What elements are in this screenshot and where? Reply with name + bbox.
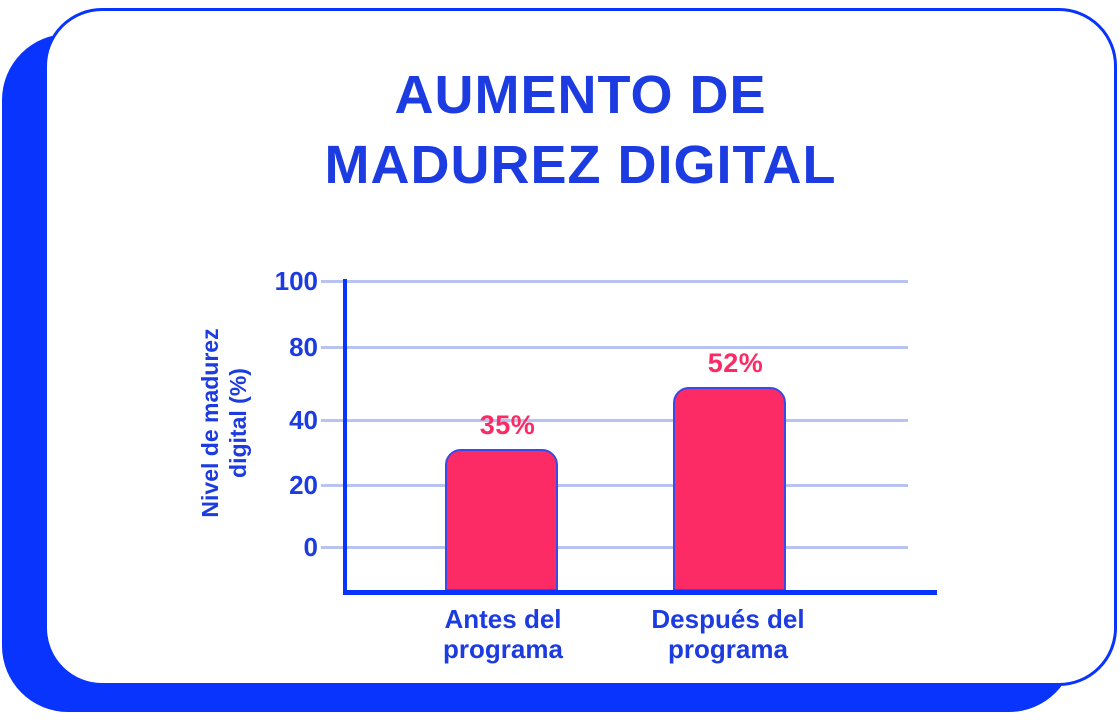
x-category-label-antes: Antes del programa <box>373 604 633 664</box>
x-axis-line <box>343 590 937 595</box>
bar-despues <box>673 387 786 591</box>
y-axis-title-line-1: Nivel de madurez <box>197 328 223 518</box>
gridline-y-0 <box>321 546 908 549</box>
bar-value-label-52%: 52% <box>707 348 764 378</box>
chart-title-line-1: AUMENTO DE <box>394 65 767 125</box>
x-category-label-line: programa <box>668 634 788 664</box>
x-category-label-line: Antes del <box>444 604 562 634</box>
bar-antes <box>445 449 558 591</box>
bar-value-label-35%: 35% <box>479 410 536 440</box>
y-axis-line <box>343 279 347 594</box>
x-category-label-line: programa <box>443 634 563 664</box>
x-category-label-line: Después del <box>651 604 805 634</box>
gridline-y-100 <box>321 280 908 283</box>
gridline-y-80 <box>321 346 908 349</box>
x-category-label-despues: Después del programa <box>598 604 858 664</box>
y-tick-label-20: 20 <box>289 470 318 500</box>
y-tick-label-80: 80 <box>289 332 318 362</box>
chart-title-line-2: MADUREZ DIGITAL <box>324 135 837 195</box>
gridline-y-40 <box>321 419 908 422</box>
y-tick-label-100: 100 <box>274 266 318 296</box>
chart-title: AUMENTO DE MADUREZ DIGITAL <box>44 60 1117 200</box>
y-tick-label-40: 40 <box>289 405 318 435</box>
y-tick-label-0: 0 <box>303 532 318 562</box>
gridline-y-20 <box>321 484 908 487</box>
